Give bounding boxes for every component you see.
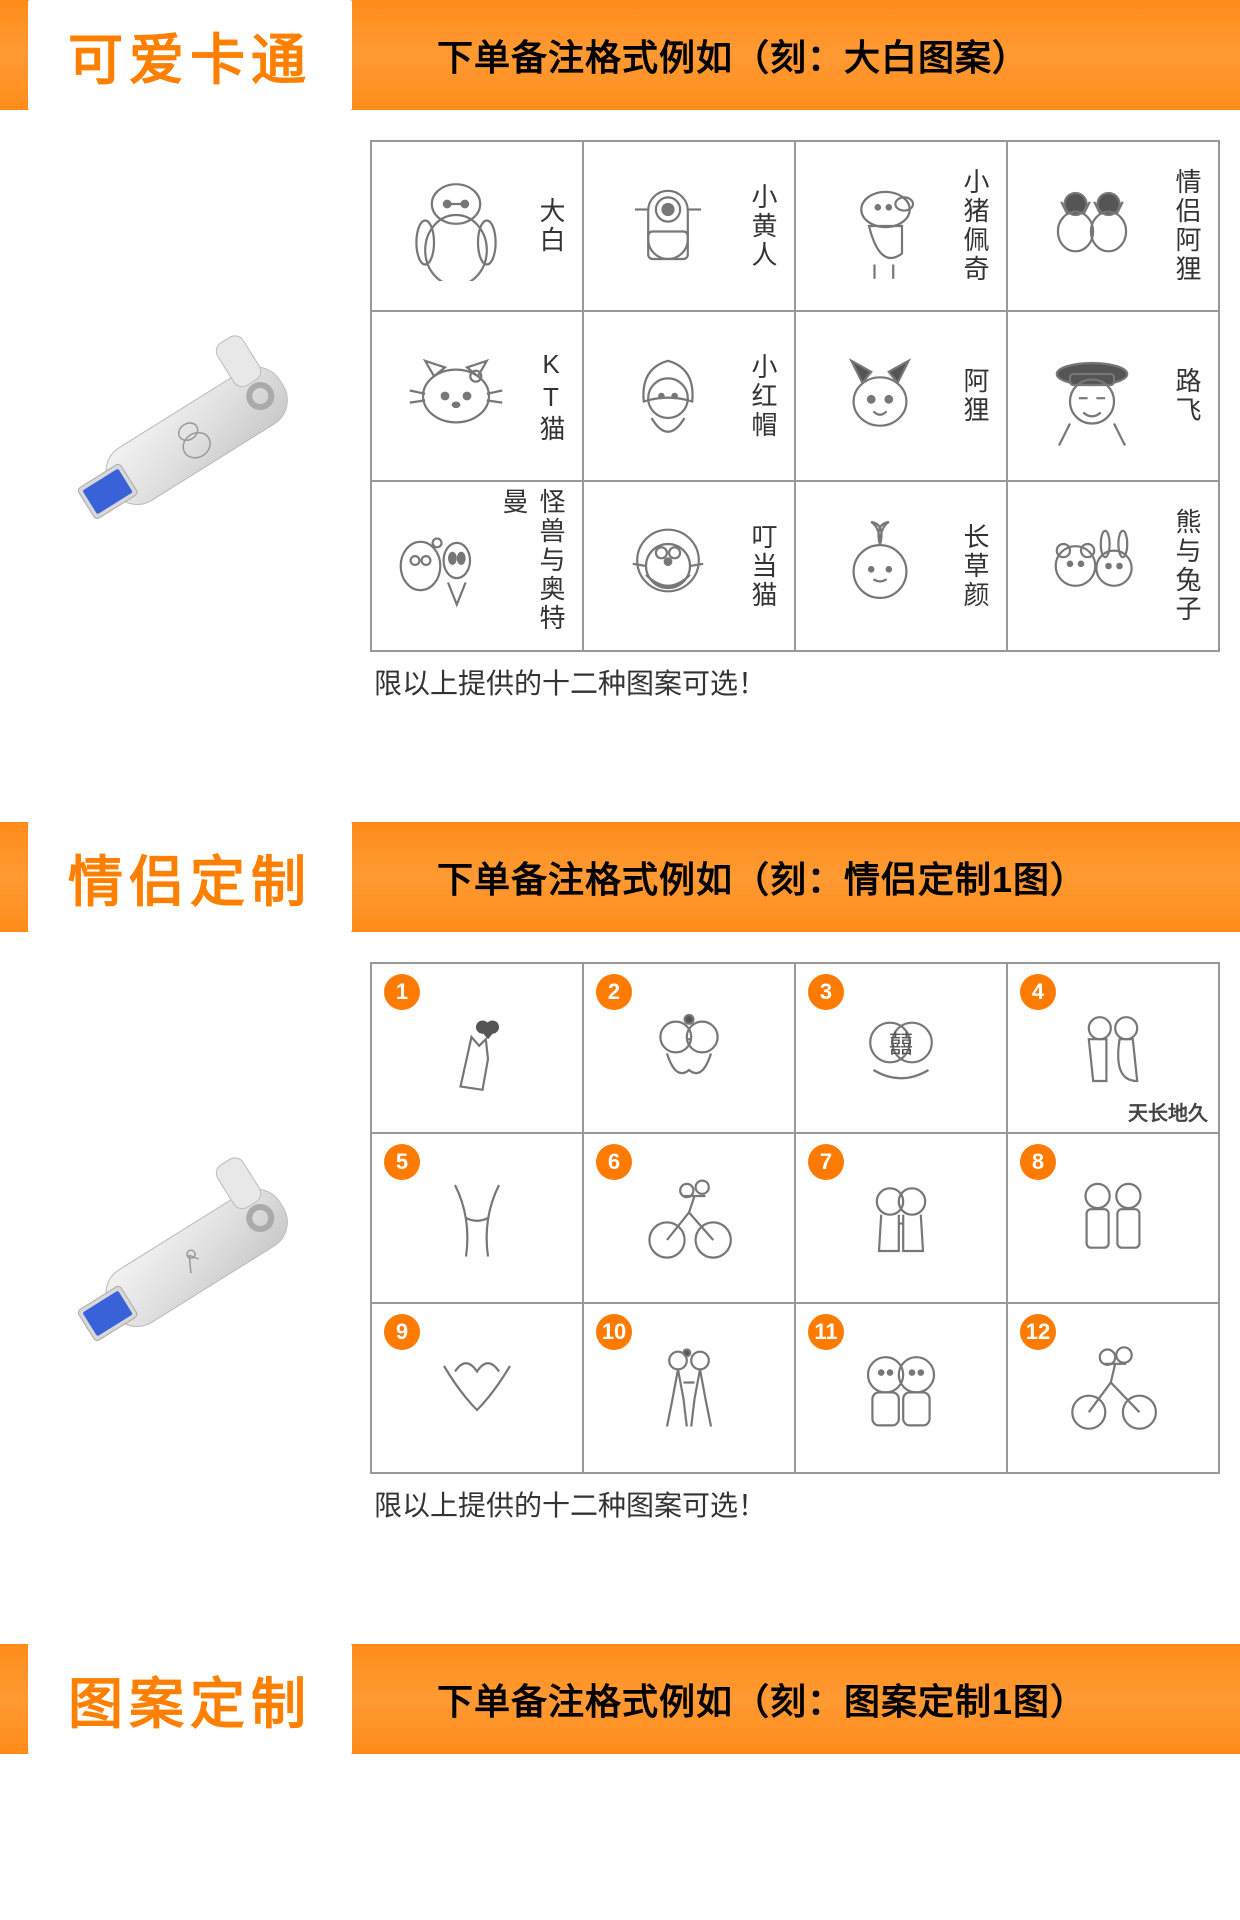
pattern-cell: 怪兽与奥特曼 [371,481,583,651]
cell-label: 长草颜 [957,523,1000,610]
pattern-cell: 7 [795,1133,1007,1303]
cell-label: 大白 [533,197,576,255]
cell-label: 路飞 [1169,367,1212,425]
product-image [10,1083,360,1433]
section-title: 图案定制 [68,1659,312,1739]
pattern-cell: 小黄人 [583,141,795,311]
section-title: 可爱卡通 [68,15,312,95]
cell-label: 叮当猫 [745,523,788,610]
number-badge: 6 [596,1144,632,1180]
pattern-grid: 123囍4天长地久56789101112 [370,962,1220,1474]
content-row: 大白小黄人小猪佩奇情侣阿狸KT猫小红帽阿狸路飞怪兽与奥特曼叮当猫长草颜熊与兔子 … [0,110,1240,742]
pattern-cell: 长草颜 [795,481,1007,651]
pattern-cell: 情侣阿狸 [1007,141,1219,311]
grid-caption: 限以上提供的十二种图案可选！ [370,1474,1220,1554]
minion-icon [590,148,745,304]
pattern-cell: KT猫 [371,311,583,481]
doraemon-icon [590,488,745,644]
pattern-cell: 1 [371,963,583,1133]
header-bar: 图案定制 下单备注格式例如（刻：图案定制1图） [0,1644,1240,1754]
cell-label: 情侣阿狸 [1169,168,1212,284]
section-pattern: 图案定制 下单备注格式例如（刻：图案定制1图） [0,1644,1240,1894]
budding-icon [802,488,957,644]
ultraman-icon [378,488,496,644]
pattern-cell: 2 [583,963,795,1133]
pattern-cell: 6 [583,1133,795,1303]
header-bar: 可爱卡通 下单备注格式例如（刻：大白图案） [0,0,1240,110]
cell-subtext: 天长地久 [1128,1097,1208,1126]
grid-wrap: 大白小黄人小猪佩奇情侣阿狸KT猫小红帽阿狸路飞怪兽与奥特曼叮当猫长草颜熊与兔子 … [370,140,1220,732]
svg-text:囍: 囍 [889,1031,913,1058]
section-title: 情侣定制 [68,837,312,917]
number-badge: 12 [1020,1314,1056,1350]
number-badge: 5 [384,1144,420,1180]
title-box: 图案定制 [28,1644,352,1754]
cell-label: 小猪佩奇 [957,168,1000,284]
number-badge: 2 [596,974,632,1010]
pattern-cell: 叮当猫 [583,481,795,651]
pattern-cell: 5 [371,1133,583,1303]
pattern-cell: 小红帽 [583,311,795,481]
baymax-icon [378,148,533,304]
pattern-cell: 熊与兔子 [1007,481,1219,651]
number-badge: 11 [808,1314,844,1350]
ali-couple-icon [1014,148,1169,304]
pattern-cell: 小猪佩奇 [795,141,1007,311]
hello-kitty-icon [378,318,533,474]
pattern-cell: 大白 [371,141,583,311]
number-badge: 1 [384,974,420,1010]
pattern-cell: 4 天长地久 [1007,963,1219,1133]
number-badge: 8 [1020,1144,1056,1180]
section-subtitle: 下单备注格式例如（刻：情侣定制1图） [437,851,1087,903]
section-subtitle: 下单备注格式例如（刻：图案定制1图） [437,1673,1087,1725]
pattern-cell: 3囍 [795,963,1007,1133]
cell-label: 小红帽 [745,353,788,440]
section-couple: 情侣定制 下单备注格式例如（刻：情侣定制1图） 123囍4天长地久 [0,822,1240,1564]
number-badge: 10 [596,1314,632,1350]
header-bar: 情侣定制 下单备注格式例如（刻：情侣定制1图） [0,822,1240,932]
pattern-cell: 12 [1007,1303,1219,1473]
pattern-cell: 路飞 [1007,311,1219,481]
section-subtitle: 下单备注格式例如（刻：大白图案） [437,29,1029,81]
number-badge: 7 [808,1144,844,1180]
cell-label: 阿狸 [957,367,1000,425]
pattern-cell: 9 [371,1303,583,1473]
peppa-icon [802,148,957,304]
grid-caption: 限以上提供的十二种图案可选！ [370,652,1220,732]
title-box: 情侣定制 [28,822,352,932]
pattern-cell: 11 [795,1303,1007,1473]
bear-rabbit-icon [1014,488,1169,644]
product-image [10,261,360,611]
cell-label: 怪兽与奥特曼 [496,488,576,644]
pattern-cell: 8 [1007,1133,1219,1303]
content-row: 123囍4天长地久56789101112 限以上提供的十二种图案可选！ [0,932,1240,1564]
number-badge: 9 [384,1314,420,1350]
grid-wrap: 123囍4天长地久56789101112 限以上提供的十二种图案可选！ [370,962,1220,1554]
cell-label: 熊与兔子 [1169,508,1212,624]
number-badge: 4 [1020,974,1056,1010]
cell-label: KT猫 [533,349,576,444]
ali-icon [802,318,957,474]
section-cartoon: 可爱卡通 下单备注格式例如（刻：大白图案） 大白小黄人小猪佩奇情侣 [0,0,1240,742]
red-hood-icon [590,318,745,474]
title-box: 可爱卡通 [28,0,352,110]
pattern-grid: 大白 小黄人 小猪佩奇 情侣阿狸 KT猫 小红帽 阿狸 路飞怪兽与奥特曼 叮当猫 长草颜 熊与兔子 [370,140,1220,652]
pattern-cell: 10 [583,1303,795,1473]
luffy-icon [1014,318,1169,474]
pattern-cell: 阿狸 [795,311,1007,481]
cell-label: 小黄人 [745,183,788,270]
number-badge: 3 [808,974,844,1010]
